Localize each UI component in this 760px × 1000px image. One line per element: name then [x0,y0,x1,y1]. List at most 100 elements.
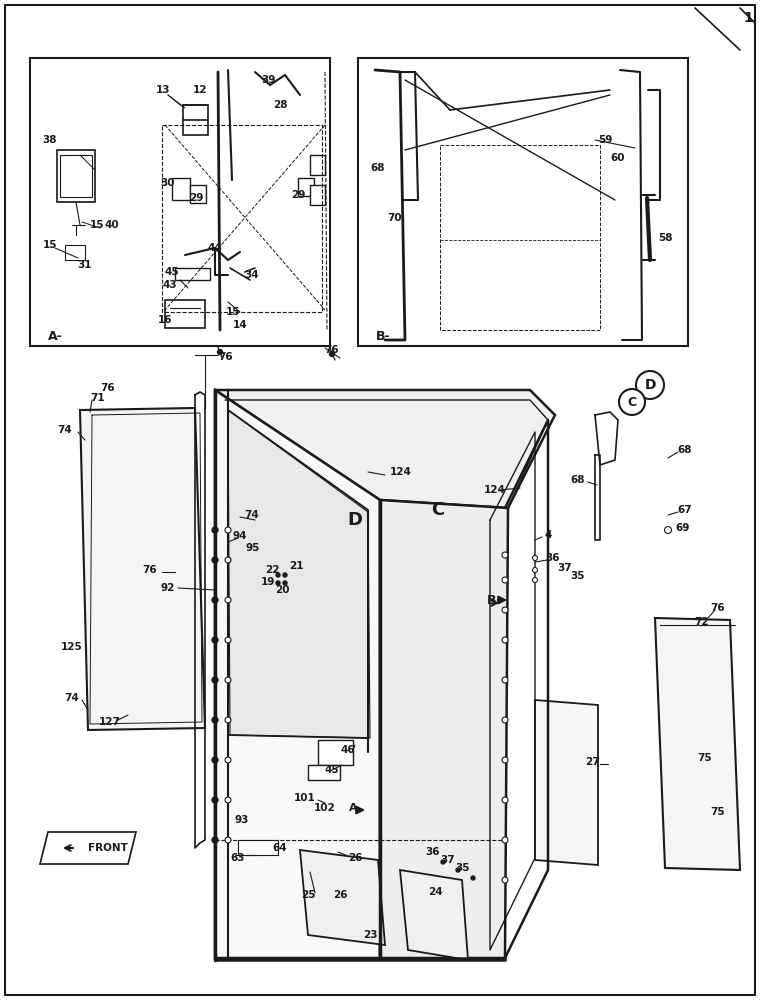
Circle shape [502,877,508,883]
Text: 74: 74 [245,510,259,520]
Circle shape [276,581,280,585]
Text: 44: 44 [207,243,223,253]
Circle shape [533,556,537,560]
Circle shape [533,578,537,582]
Circle shape [212,637,218,643]
Text: A: A [349,803,357,813]
Text: 12: 12 [193,85,207,95]
Text: 74: 74 [65,693,79,703]
Text: 102: 102 [314,803,336,813]
Text: 40: 40 [105,220,119,230]
Circle shape [225,717,231,723]
Bar [183,105,208,135]
Text: FRONT: FRONT [88,843,128,853]
Text: 124: 124 [484,485,506,495]
Text: 15: 15 [226,307,240,317]
Polygon shape [215,390,380,958]
Text: A-: A- [48,330,63,342]
Text: B: B [487,593,497,606]
Text: 1: 1 [743,11,753,25]
Text: 58: 58 [657,233,673,243]
Circle shape [283,581,287,585]
Text: 76: 76 [325,345,339,355]
Circle shape [471,876,475,880]
Text: 20: 20 [275,585,290,595]
Polygon shape [215,390,555,508]
Circle shape [619,389,645,415]
Bar [165,300,205,328]
Circle shape [502,552,508,558]
Text: 15: 15 [43,240,57,250]
Text: 76: 76 [100,383,116,393]
Text: 36: 36 [426,847,440,857]
Text: 75: 75 [698,753,712,763]
Bar [358,58,688,346]
Circle shape [212,557,218,563]
Bar [172,178,190,200]
Text: 36: 36 [546,553,560,563]
Text: 76: 76 [711,603,725,613]
Text: 45: 45 [325,765,339,775]
Circle shape [225,527,231,533]
Text: 31: 31 [78,260,92,270]
Text: 76: 76 [143,565,157,575]
Circle shape [502,717,508,723]
Text: 14: 14 [233,320,247,330]
Bar [65,245,85,260]
Text: 35: 35 [456,863,470,873]
Text: C: C [628,395,637,408]
Circle shape [664,526,672,534]
Circle shape [502,637,508,643]
Circle shape [225,597,231,603]
Text: 95: 95 [245,543,260,553]
Circle shape [212,677,218,683]
Polygon shape [535,700,598,865]
Circle shape [502,577,508,583]
Circle shape [276,573,280,577]
Text: C: C [432,501,445,519]
Text: 67: 67 [678,505,692,515]
Circle shape [212,837,218,843]
Text: 26: 26 [333,890,347,900]
Text: 75: 75 [711,807,725,817]
Circle shape [225,677,231,683]
Text: 35: 35 [571,571,585,581]
Text: 72: 72 [695,617,709,627]
Text: 30: 30 [161,178,176,188]
Circle shape [212,757,218,763]
Text: 70: 70 [388,213,402,223]
Text: 37: 37 [441,855,455,865]
Text: 27: 27 [584,757,600,767]
Text: 60: 60 [611,153,625,163]
Circle shape [502,677,508,683]
Bar [190,185,206,203]
Circle shape [502,607,508,613]
Bar [298,178,314,196]
Circle shape [502,757,508,763]
Text: 19: 19 [261,577,275,587]
Polygon shape [80,408,205,730]
Text: 74: 74 [58,425,72,435]
Text: 26: 26 [348,853,363,863]
Bar [318,740,353,765]
Circle shape [212,597,218,603]
Text: 4: 4 [544,530,552,540]
Text: 76: 76 [218,352,233,362]
Text: 43: 43 [163,280,177,290]
Text: 94: 94 [233,531,247,541]
Circle shape [456,868,460,872]
Text: 68: 68 [678,445,692,455]
Bar [310,185,325,205]
Polygon shape [655,618,740,870]
Text: 101: 101 [294,793,316,803]
Circle shape [283,573,287,577]
Text: 34: 34 [245,270,259,280]
Bar [175,268,210,280]
Text: 28: 28 [273,100,287,110]
Text: 15: 15 [90,220,104,230]
Text: 63: 63 [231,853,245,863]
Text: 21: 21 [289,561,303,571]
Text: B-: B- [376,330,391,342]
Text: 29: 29 [291,190,306,200]
Bar [30,58,330,346]
